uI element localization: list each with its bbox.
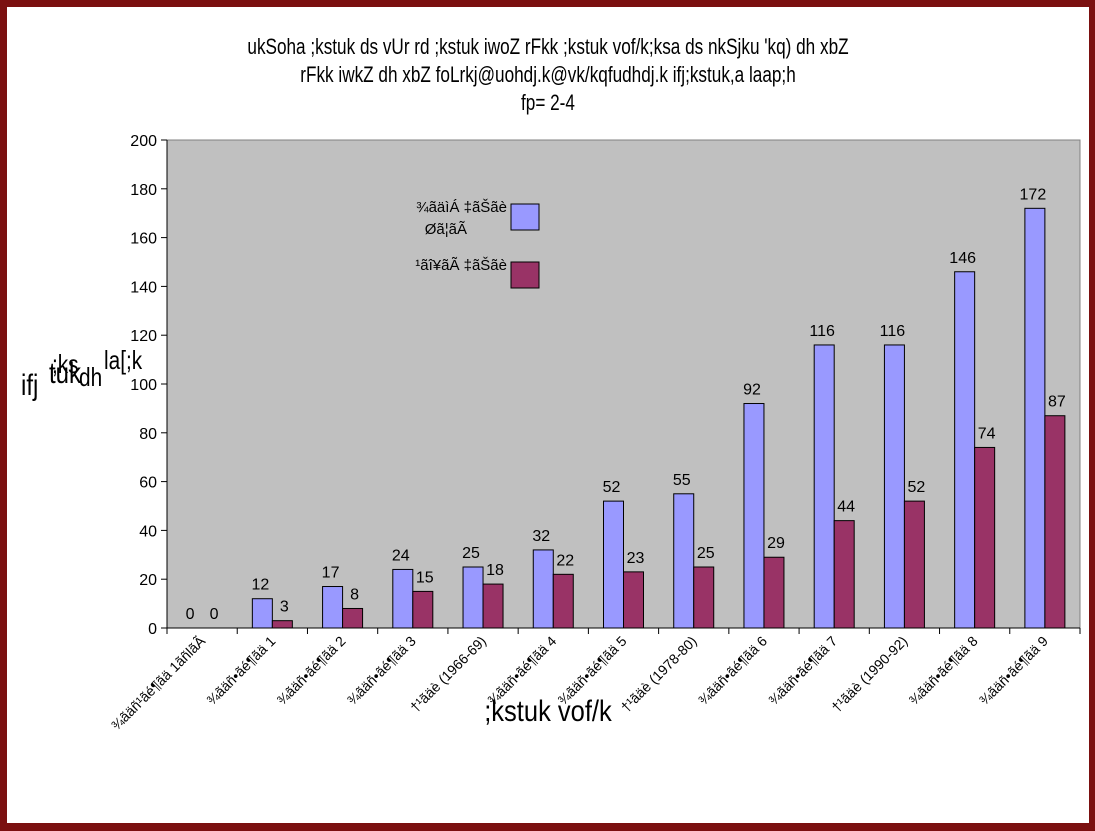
y-tick-label: 200: [130, 133, 157, 150]
data-label: 22: [556, 552, 574, 569]
y-tick-label: 140: [130, 279, 157, 296]
data-label: 23: [627, 550, 645, 567]
data-label: 0: [186, 606, 195, 623]
data-label: 24: [392, 547, 410, 564]
data-label: 146: [949, 250, 976, 267]
bar-series-2: [693, 566, 715, 629]
y-tick-label: 20: [139, 572, 157, 589]
data-label: 17: [322, 565, 340, 582]
bar-series-1: [392, 568, 414, 629]
bar-series-1: [954, 271, 976, 629]
data-label: 92: [743, 382, 761, 399]
data-label: 172: [1020, 186, 1047, 203]
bar-series-2: [1044, 415, 1066, 629]
data-label: 116: [880, 323, 906, 340]
bar-series-1: [813, 344, 835, 629]
bar-series-2: [974, 446, 996, 629]
bar-series-1: [603, 500, 624, 629]
data-label: 8: [350, 586, 359, 603]
legend-label: ¹ãî¥ãÃ ‡ãŠãè: [415, 257, 507, 274]
bar-series-2: [412, 590, 434, 629]
bar-series-1: [251, 598, 273, 629]
y-tick-label: 180: [130, 182, 157, 199]
bar-series-1: [462, 566, 484, 629]
y-tick-label: 40: [139, 523, 157, 540]
data-label: 116: [809, 323, 835, 340]
bar-series-2: [482, 583, 504, 629]
data-label: 0: [210, 606, 219, 623]
y-axis-label-part-4: dh: [79, 362, 103, 392]
chart-title-line-2: rFkk iwkZ dh xbZ foLrkj@uohdj.k@vk/kqfud…: [300, 62, 796, 87]
data-label: 55: [673, 472, 691, 489]
data-label: 25: [697, 545, 715, 562]
y-tick-label: 100: [130, 377, 157, 394]
data-label: 3: [280, 599, 289, 616]
data-label: 18: [486, 562, 504, 579]
bar-series-2: [763, 556, 785, 629]
bar-series-2: [903, 500, 925, 629]
bar-series-2: [342, 607, 364, 629]
data-label: 29: [767, 535, 785, 552]
bar-series-1: [1024, 207, 1046, 629]
data-label: 32: [532, 528, 550, 545]
data-label: 87: [1048, 394, 1066, 411]
legend-swatch: [510, 203, 540, 231]
data-label: 44: [837, 499, 855, 516]
y-axis-label-part-2: ;ks: [52, 349, 79, 379]
bar-series-2: [833, 520, 855, 629]
legend-swatch: [510, 261, 540, 289]
bar-series-1: [883, 344, 905, 629]
y-axis-label-part-3: tuk: [49, 357, 82, 390]
bar-series-2: [271, 620, 293, 629]
data-label: 52: [603, 479, 621, 496]
chart-title-line-3: fp= 2-4: [521, 90, 575, 115]
bar-series-1: [673, 493, 695, 629]
chart-frame: ukSoha ;kstuk ds vUr rd ;kstuk iwoZ rFkk…: [7, 7, 1089, 823]
data-label: 25: [462, 545, 480, 562]
y-axis-label-part-5: la[;k: [104, 345, 143, 375]
bar-series-1: [532, 549, 554, 629]
data-label: 52: [908, 479, 926, 496]
y-tick-label: 60: [139, 475, 157, 492]
y-tick-label: 120: [130, 328, 157, 345]
data-label: 74: [978, 425, 996, 442]
bar-series-2: [552, 573, 574, 629]
bar-series-2: [623, 571, 644, 629]
data-label: 15: [416, 569, 434, 586]
y-tick-label: 160: [130, 231, 157, 248]
y-axis-label-part-1: ifj: [21, 369, 39, 402]
legend-label-cont: Øã¦ãÃ: [425, 221, 467, 238]
data-label: 12: [251, 577, 269, 594]
y-tick-label: 0: [148, 621, 157, 638]
chart-title-line-1: ukSoha ;kstuk ds vUr rd ;kstuk iwoZ rFkk…: [247, 34, 849, 59]
y-tick-label: 80: [139, 426, 157, 443]
legend-label: ¾ãäìÁ ‡ãŠãè: [416, 199, 507, 216]
x-axis-label: ;kstuk vof/k: [484, 695, 612, 728]
bar-series-1: [743, 403, 765, 629]
bar-series-1: [322, 586, 344, 629]
